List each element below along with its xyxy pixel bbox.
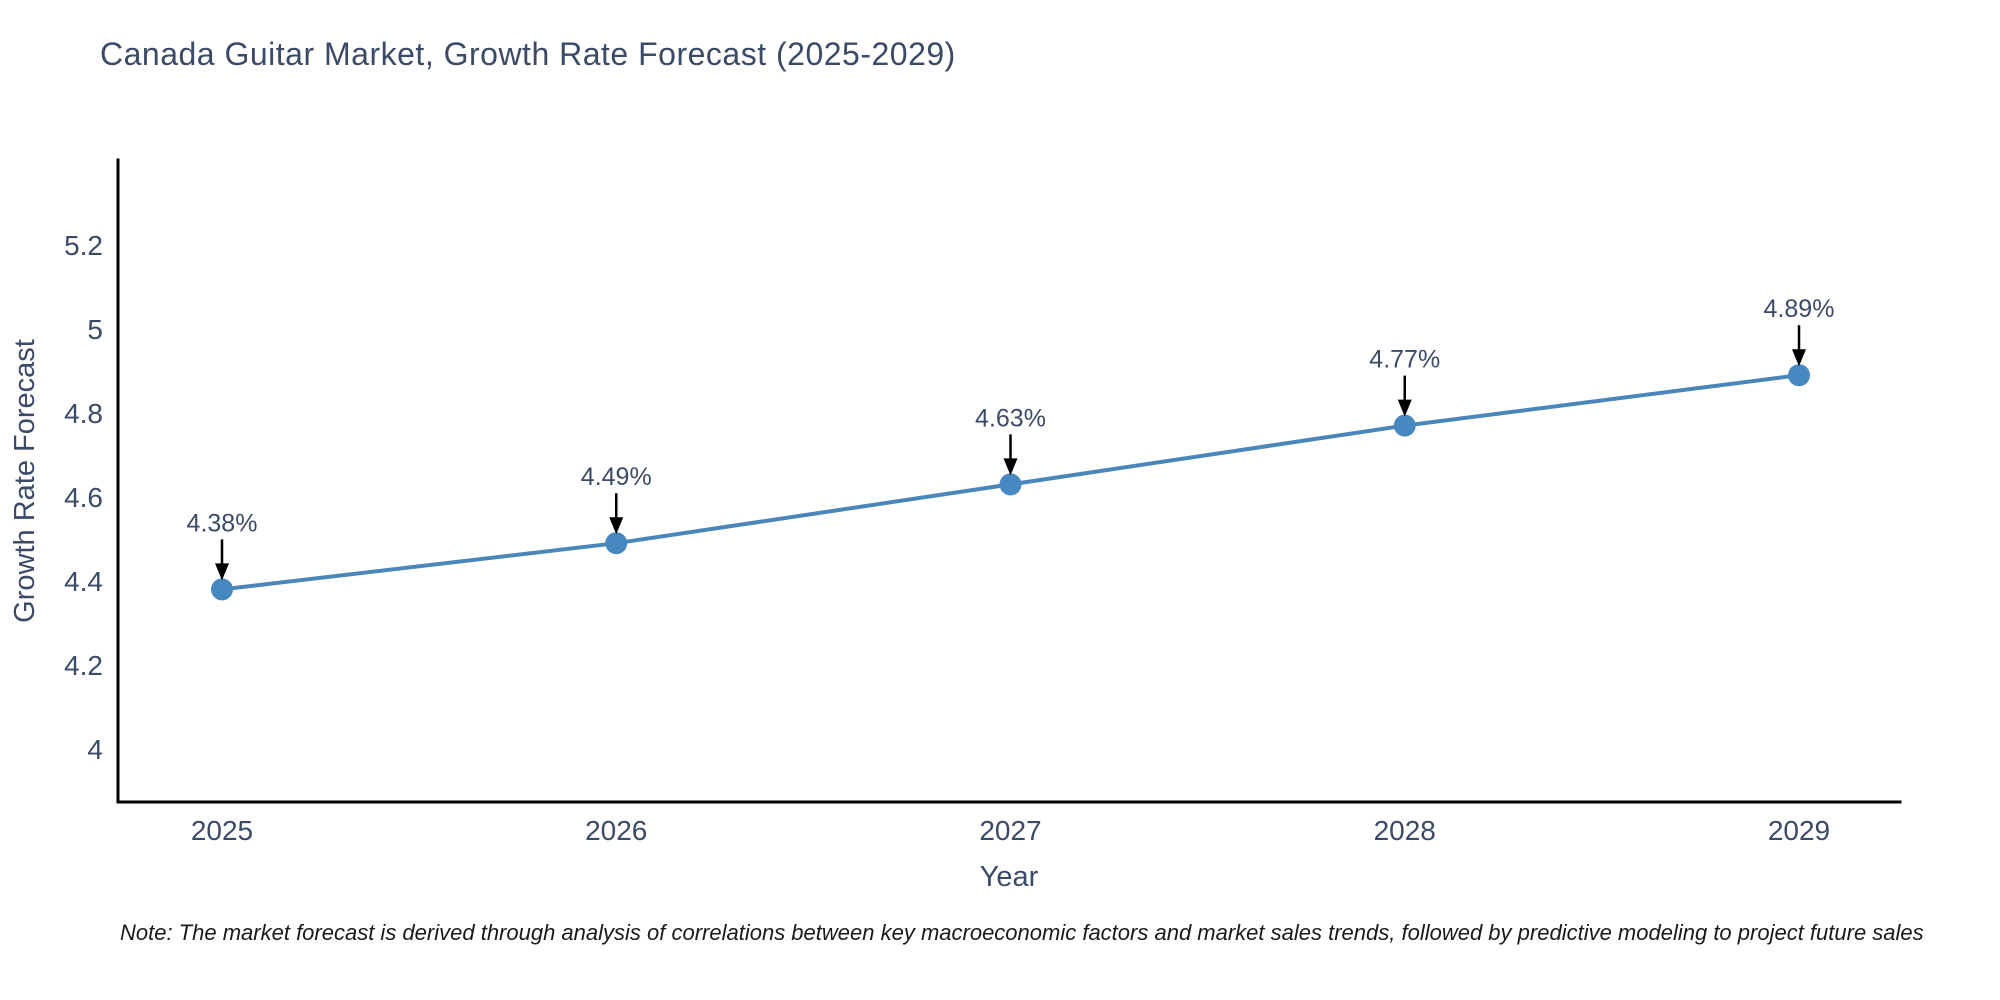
- point-label: 4.49%: [581, 463, 652, 491]
- x-tick-label: 2026: [585, 815, 647, 846]
- data-point-2027[interactable]: [999, 473, 1022, 496]
- x-axis-title: Year: [980, 861, 1039, 893]
- y-tick-label: 4.2: [64, 650, 103, 681]
- point-label: 4.63%: [975, 404, 1046, 432]
- data-point-2029[interactable]: [1788, 364, 1810, 387]
- chart-title: Canada Guitar Market, Growth Rate Foreca…: [100, 36, 956, 72]
- x-tick-label: 2025: [191, 815, 253, 846]
- data-point-2028[interactable]: [1393, 414, 1416, 437]
- x-tick-label: 2029: [1768, 815, 1830, 846]
- annotation-arrow-head: [1003, 458, 1018, 476]
- annotation-arrow-head: [1792, 349, 1806, 367]
- point-label: 4.38%: [187, 509, 258, 537]
- point-label: 4.89%: [1764, 295, 1835, 323]
- y-tick-label: 4: [87, 734, 103, 765]
- x-tick-label: 2028: [1374, 815, 1436, 846]
- x-tick-label: 2027: [979, 815, 1041, 846]
- point-label: 4.77%: [1369, 346, 1440, 374]
- y-tick-label: 4.4: [64, 566, 103, 597]
- y-axis-title: Growth Rate Forecast: [9, 339, 41, 623]
- annotation-arrow-head: [1397, 399, 1412, 417]
- data-point-2025[interactable]: [211, 578, 233, 601]
- annotation-arrow-head: [215, 563, 229, 581]
- y-tick-label: 4.8: [64, 398, 103, 429]
- y-tick-label: 5: [87, 314, 103, 345]
- y-tick-label: 4.6: [64, 482, 103, 513]
- axes: [116, 158, 1902, 804]
- footnote: Note: The market forecast is derived thr…: [120, 920, 1924, 945]
- annotation-arrow-head: [609, 517, 624, 535]
- y-tick-label: 5.2: [64, 230, 103, 261]
- data-point-2026[interactable]: [605, 532, 628, 555]
